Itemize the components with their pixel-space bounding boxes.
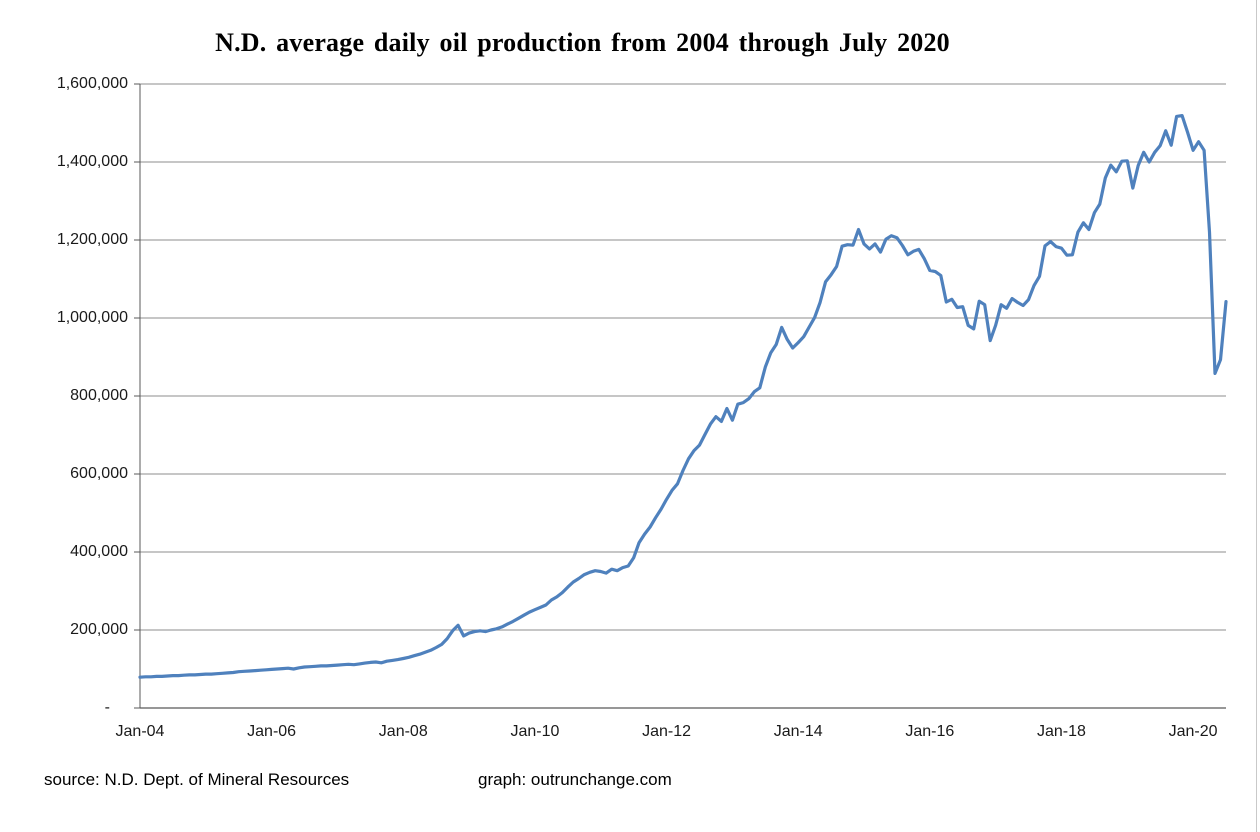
production-line-series: [138, 113, 1228, 679]
x-axis-label: Jan-18: [1036, 723, 1086, 740]
x-axis-label: Jan-10: [510, 723, 560, 740]
y-axis-label: 1,600,000: [56, 75, 128, 92]
chart-title: N.D. average daily oil production from 2…: [215, 28, 950, 57]
y-axis-label: 1,200,000: [56, 231, 128, 248]
x-axis-label: Jan-14: [773, 723, 823, 740]
source-note: source: N.D. Dept. of Mineral Resources: [44, 770, 350, 789]
y-axis-label: 800,000: [70, 387, 128, 404]
graph-credit: graph: outrunchange.com: [478, 770, 672, 789]
x-axis-label: Jan-12: [642, 723, 691, 740]
y-axis-label: 600,000: [70, 465, 128, 482]
chart-right-border: [1256, 0, 1257, 832]
y-axis-label: 1,000,000: [56, 309, 128, 326]
x-axis-label: Jan-04: [115, 723, 165, 740]
x-axis-label: Jan-06: [247, 723, 297, 740]
y-axis-label: 400,000: [70, 543, 128, 560]
y-axis-label: -: [104, 699, 110, 716]
y-axis-label: 200,000: [70, 621, 128, 638]
x-axis-label: Jan-20: [1168, 723, 1218, 740]
x-axis-label: Jan-08: [378, 723, 428, 740]
x-axis-label: Jan-16: [905, 723, 955, 740]
y-axis-label: 1,400,000: [56, 153, 128, 170]
